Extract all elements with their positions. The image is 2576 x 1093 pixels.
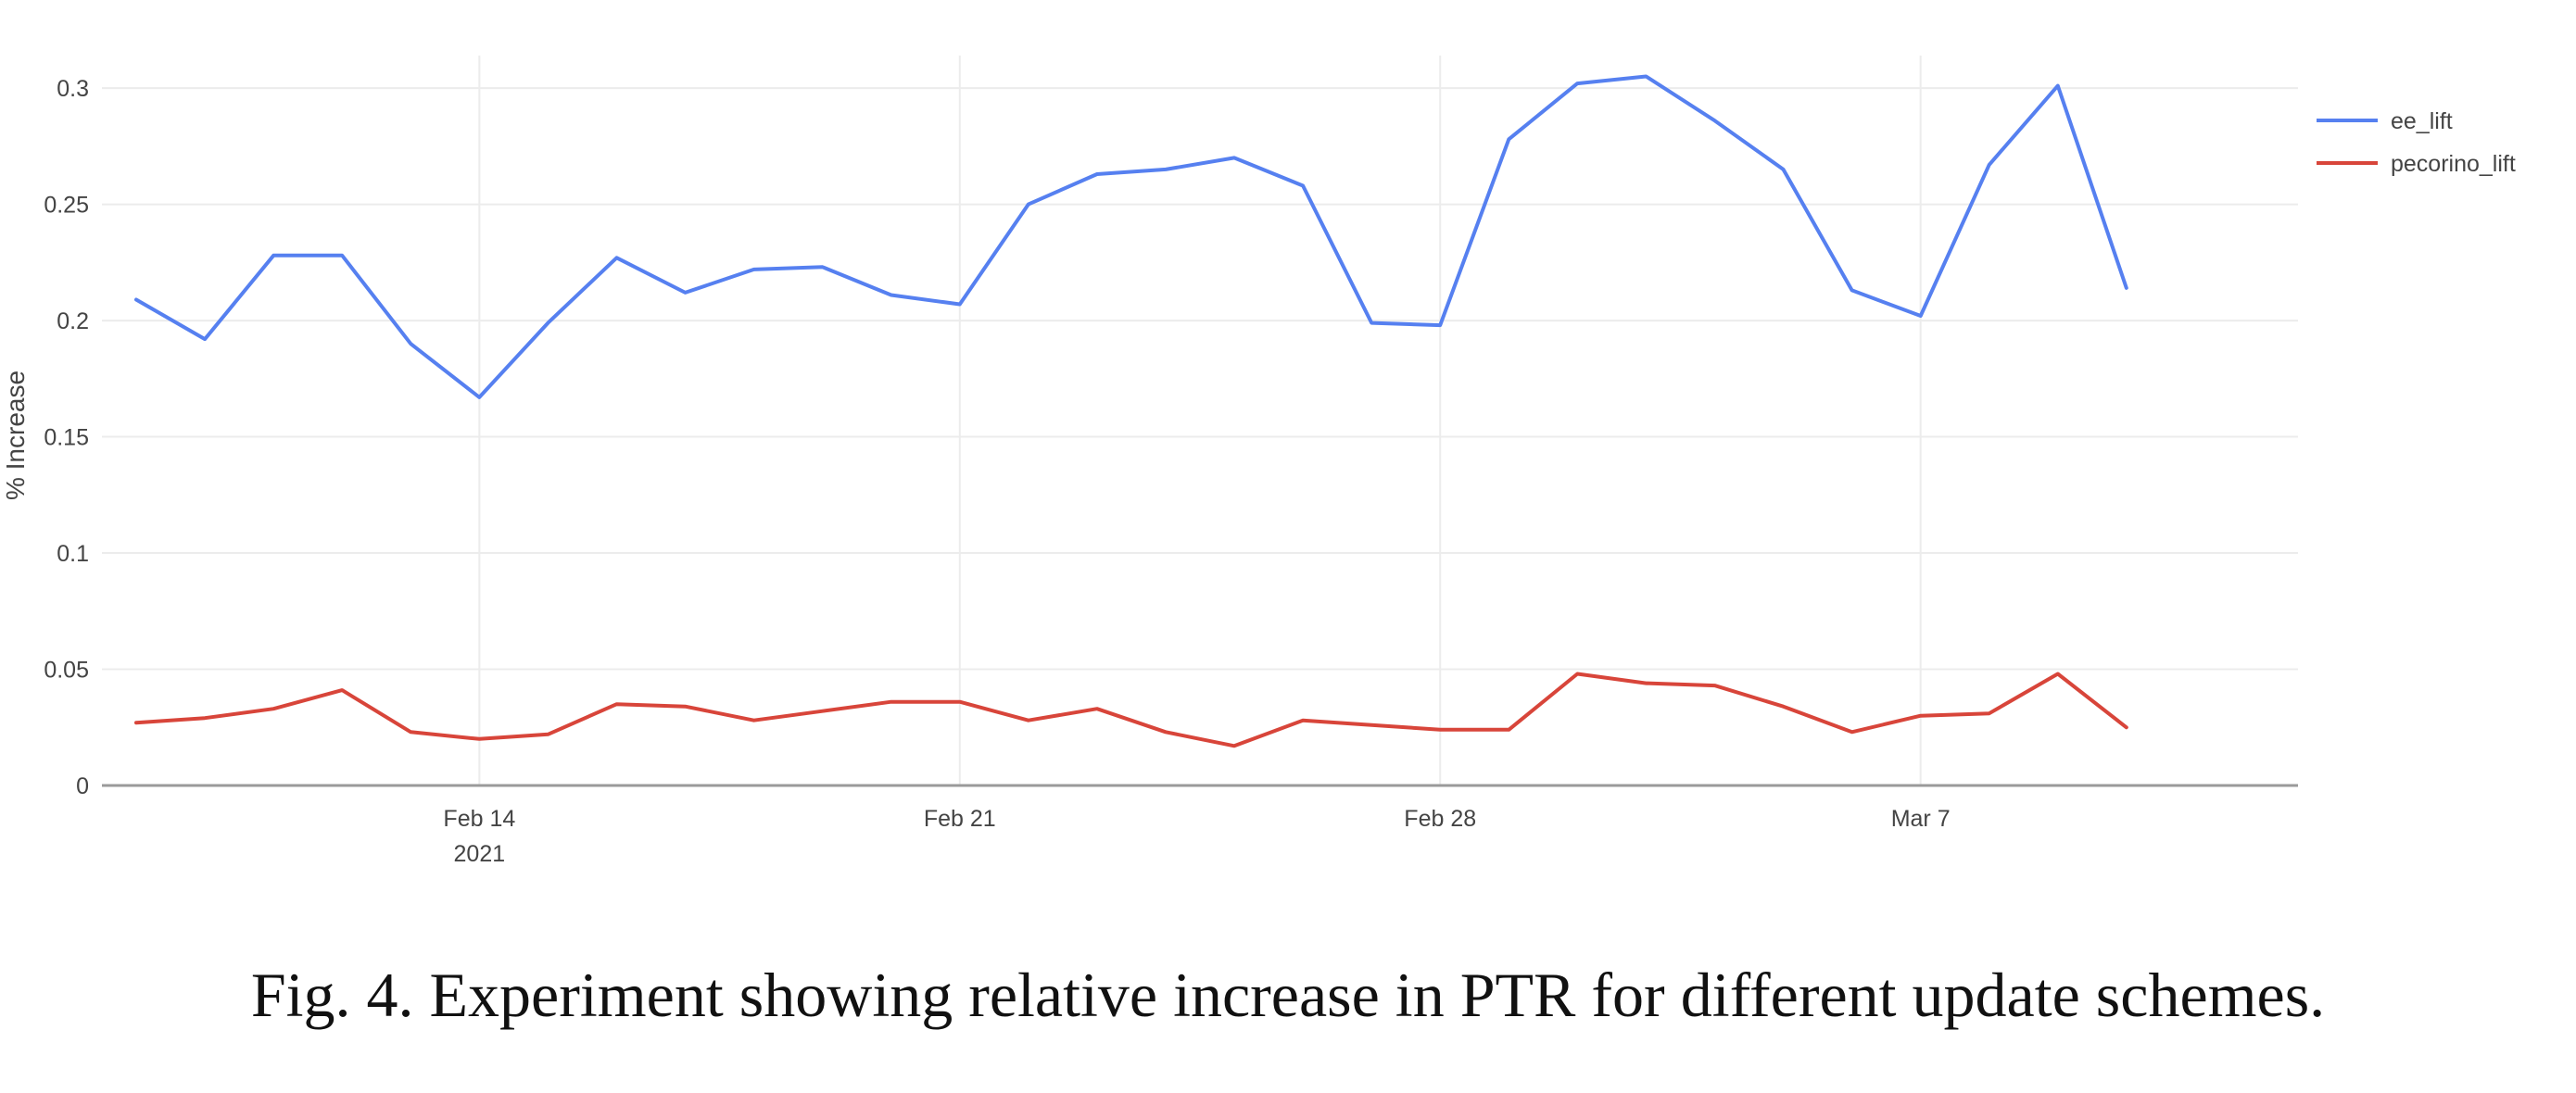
y-tick-label: 0.3 [57, 76, 89, 102]
x-tick-label: Feb 14 [443, 806, 515, 832]
series-line-pecorino-lift [134, 672, 2128, 748]
line-chart: 0 0.05 0.1 0.15 0.2 0.25 0.3 Feb 14 2021 Feb 21 Fe… [1, 56, 2516, 867]
x-tick-label: Mar 7 [1891, 806, 1951, 832]
y-tick-label: 0.2 [57, 308, 89, 334]
y-axis-title: % Increase [1, 371, 30, 500]
series-line-ee-lift [134, 74, 2128, 399]
x-tick-label: Feb 28 [1404, 806, 1476, 832]
y-tick-label: 0.15 [44, 425, 89, 451]
y-tick-label: 0.25 [44, 193, 89, 219]
legend-label: pecorino_lift [2391, 151, 2516, 177]
x-tick-label: Feb 21 [924, 806, 996, 832]
legend: ee_lift pecorino_lift [2317, 108, 2516, 177]
y-tick-label: 0.05 [44, 658, 89, 684]
legend-label: ee_lift [2391, 108, 2453, 134]
grid-lines [102, 56, 2298, 785]
x-tick-sublabel: 2021 [454, 841, 506, 867]
series-lines [134, 74, 2128, 748]
axes: 0 0.05 0.1 0.15 0.2 0.25 0.3 Feb 14 2021 Feb 21 Fe… [44, 76, 2298, 867]
y-tick-label: 0 [76, 773, 89, 799]
figure-caption: Fig. 4. Experiment showing relative incr… [250, 960, 2326, 1030]
y-tick-label: 0.1 [57, 541, 89, 567]
